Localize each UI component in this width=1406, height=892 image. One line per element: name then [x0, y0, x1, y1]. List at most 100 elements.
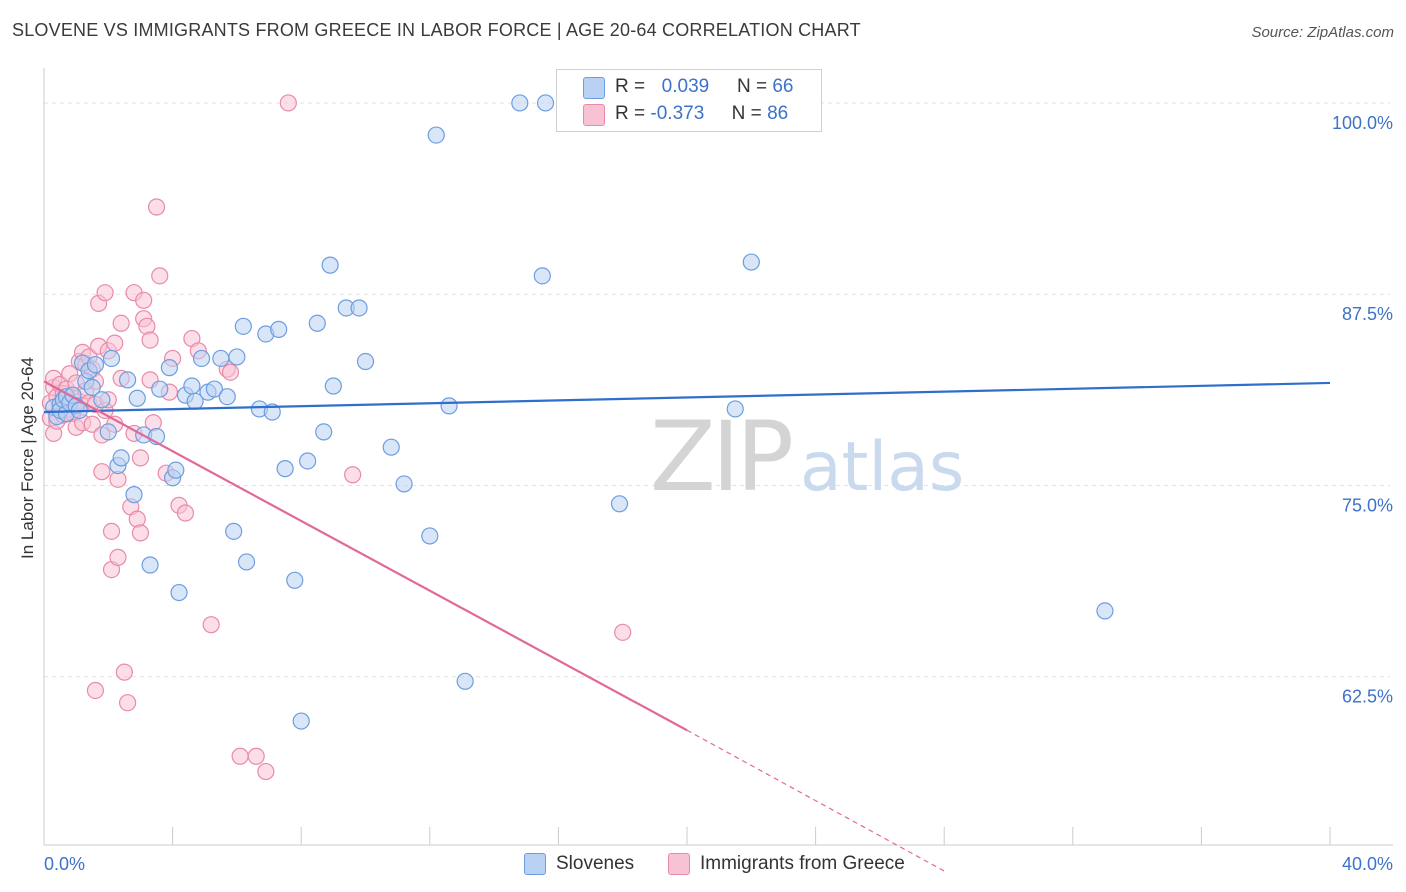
slovene-point [192, 349, 211, 368]
slovene-point [83, 378, 101, 397]
correlation-legend: R = 0.039 N = 66 R = -0.373 N = 86 [556, 69, 822, 132]
slovene-point [212, 349, 230, 368]
slovene-point [270, 320, 288, 338]
slovene-point [286, 571, 304, 589]
slovene-point [112, 449, 130, 467]
r-value: 0.039 [661, 76, 710, 97]
slovene-point [350, 299, 368, 317]
n-value: 66 [772, 76, 794, 97]
r-label: R = [615, 76, 646, 97]
legend-slovenes-label: Slovenes [556, 853, 635, 874]
slovene-point [726, 400, 744, 418]
greece-point [231, 747, 249, 765]
greece-point [86, 681, 105, 700]
slovene-point [440, 397, 458, 415]
slovene-point [456, 672, 474, 690]
slovene-point [170, 583, 188, 602]
slovene-point [167, 461, 185, 479]
slovene-point [395, 475, 413, 493]
greece-point [93, 463, 111, 481]
slovene-point [93, 391, 111, 409]
slovene-point [308, 314, 326, 332]
watermark-zip: ZIP [650, 401, 791, 513]
slovene-point [356, 352, 375, 371]
x-tick-label: 0.0% [44, 854, 85, 874]
slovene-point [536, 94, 555, 112]
slovene-point [1096, 602, 1114, 620]
slovene-point [276, 460, 294, 478]
axes [43, 68, 1393, 846]
slovene-point [324, 377, 342, 395]
n-label: N = [731, 103, 762, 124]
slovene-point [151, 380, 169, 398]
greece-point [147, 198, 166, 216]
legend-greece-label: Immigrants from Greece [700, 853, 905, 874]
slovene-point [99, 423, 117, 441]
slovene-point [511, 94, 529, 112]
greece-point [176, 504, 195, 522]
gridlines [44, 102, 1390, 678]
trend-lines [43, 380, 1331, 872]
y-tick-label: 100.0% [1332, 113, 1393, 133]
slovene-point [533, 267, 551, 285]
greece-point [279, 94, 297, 112]
slovene-point [234, 317, 252, 335]
slovene-points [45, 94, 1114, 730]
x-tick-label: 40.0% [1342, 854, 1393, 874]
y-tick-label: 62.5% [1342, 687, 1393, 707]
greece-point [141, 331, 159, 349]
greece-point [257, 762, 275, 781]
watermark-atlas: atlas [800, 428, 964, 507]
greece-point [106, 334, 124, 352]
slovene-point [315, 423, 333, 441]
slovene-point [292, 712, 310, 730]
greece-point [83, 415, 101, 433]
greece-point [115, 663, 133, 681]
slovene-point [225, 522, 243, 540]
greece-point [202, 616, 220, 634]
slovene-point [218, 388, 236, 406]
slovene-point [237, 553, 256, 571]
chart-title: SLOVENE VS IMMIGRANTS FROM GREECE IN LAB… [12, 20, 861, 40]
slovene-point [160, 359, 178, 377]
slovene-point [125, 486, 143, 504]
slovene-point [299, 452, 317, 470]
greece-swatch [583, 104, 605, 126]
slovene-point [205, 380, 223, 398]
greece-trend-line [43, 380, 688, 732]
greece-swatch [668, 853, 690, 875]
slovenes-swatch [524, 853, 546, 875]
n-label: N = [736, 76, 768, 97]
slovene-point [183, 377, 201, 395]
y-tick-label: 87.5% [1342, 304, 1393, 324]
slovene-point [141, 556, 159, 574]
slovene-point [321, 256, 339, 274]
greece-point [247, 747, 265, 765]
y-tick-label: 75.0% [1342, 495, 1393, 515]
greece-point [112, 314, 130, 332]
tick-labels: 62.5% 75.0% 87.5% 100.0% 0.0% 40.0% [44, 113, 1393, 874]
slovenes-swatch [583, 77, 605, 99]
slovene-point [382, 438, 400, 456]
greece-point [151, 267, 169, 285]
source-label: Source: ZipAtlas.com [1251, 24, 1394, 41]
greece-point [614, 623, 632, 641]
slovene-point [118, 371, 137, 389]
slovene-point [421, 527, 439, 545]
greece-point [131, 524, 150, 542]
slovene-point [742, 253, 760, 271]
greece-point [102, 522, 121, 540]
greece-point [118, 694, 137, 712]
r-label: R = [615, 103, 646, 124]
greece-trend-extension [686, 729, 945, 872]
greece-point [135, 291, 153, 309]
n-value: 86 [767, 103, 789, 124]
slovene-point [228, 348, 246, 366]
r-value: -0.373 [650, 103, 705, 124]
slovene-trend-line [43, 381, 1331, 414]
greece-point [344, 466, 362, 484]
slovene-point [86, 355, 105, 374]
greece-point [221, 363, 240, 381]
greece-point [96, 284, 114, 302]
